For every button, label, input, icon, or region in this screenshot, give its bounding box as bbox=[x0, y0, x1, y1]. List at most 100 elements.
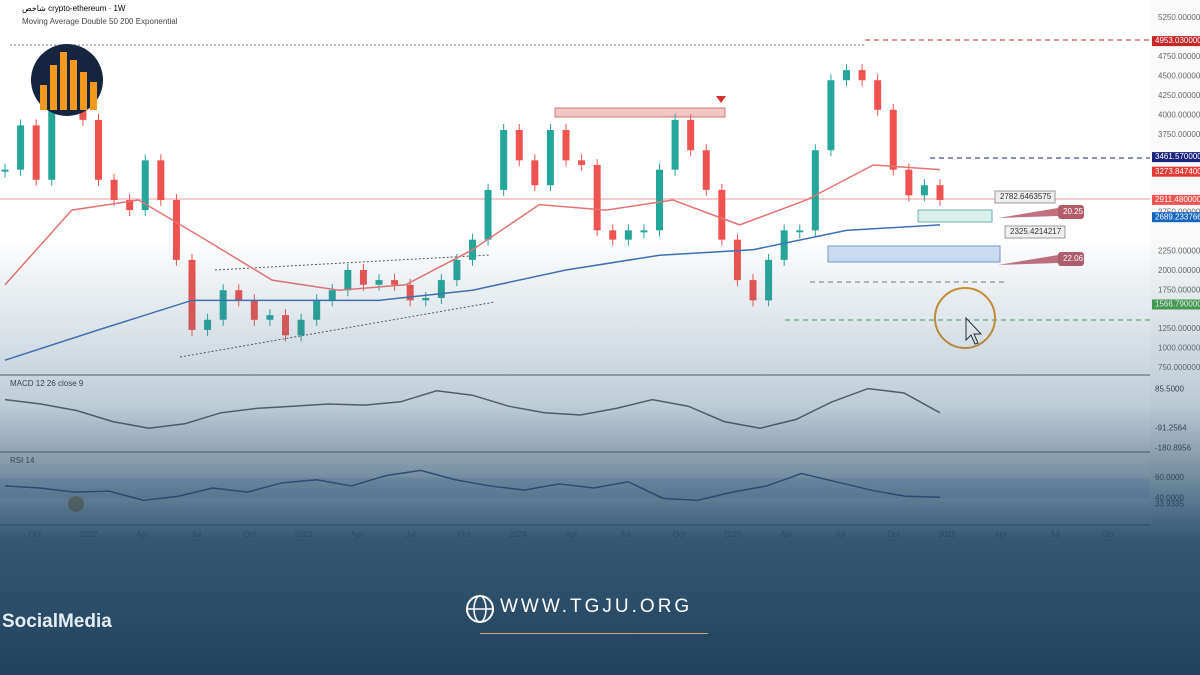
x-tick-label: Jul bbox=[191, 530, 201, 539]
x-tick-label: 2024 bbox=[509, 530, 527, 539]
candle bbox=[95, 119, 102, 180]
candle bbox=[282, 315, 289, 336]
candle bbox=[172, 200, 180, 260]
y-tick-label: 750.000000 bbox=[1158, 363, 1200, 372]
badge-label: 20.25 bbox=[1063, 207, 1084, 216]
candle bbox=[640, 230, 648, 233]
candle bbox=[17, 125, 25, 170]
candle bbox=[889, 109, 897, 170]
pane-label: MACD 12 26 close 9 bbox=[10, 379, 84, 388]
x-tick-label: Apr bbox=[351, 530, 364, 539]
y-tick-label: 2250.000000 bbox=[1158, 246, 1200, 255]
candle bbox=[718, 189, 726, 240]
indicator: Moving Average Double 50 200 Exponential bbox=[22, 17, 178, 26]
underline bbox=[480, 633, 708, 634]
candle bbox=[453, 259, 461, 281]
globe-icon bbox=[466, 595, 494, 623]
candle bbox=[733, 239, 741, 281]
badge-label: 22.06 bbox=[1063, 254, 1084, 263]
x-tick-label: Oct bbox=[887, 530, 900, 539]
candle bbox=[811, 150, 819, 231]
watermark-logo bbox=[68, 496, 84, 512]
macd-tag: 85.5000 bbox=[1155, 385, 1184, 394]
box-label: 2782.6463575 bbox=[1000, 192, 1052, 201]
candle bbox=[344, 270, 352, 291]
candle bbox=[328, 290, 336, 301]
candle bbox=[796, 230, 804, 233]
candle bbox=[32, 125, 40, 180]
x-tick-label: Jul bbox=[1049, 530, 1059, 539]
candle bbox=[905, 169, 913, 196]
candle bbox=[578, 160, 586, 165]
price-tag-label: 3273.847400 bbox=[1155, 167, 1200, 176]
candle bbox=[765, 259, 773, 301]
price-tag-label: 2911.480000 bbox=[1155, 195, 1200, 204]
rsi-tag: 33.9335 bbox=[1155, 500, 1184, 509]
y-tick-label: 4250.000000 bbox=[1158, 91, 1200, 100]
candle bbox=[313, 300, 321, 320]
price-tag-label: 2689.233766 bbox=[1155, 212, 1200, 221]
site-url: WWW.TGJU.ORG bbox=[500, 596, 693, 617]
candle bbox=[375, 280, 383, 285]
logo bbox=[31, 44, 103, 116]
box-label: 2325.4214217 bbox=[1010, 227, 1062, 236]
zone bbox=[917, 209, 993, 223]
candle bbox=[204, 319, 212, 330]
candle bbox=[1, 169, 9, 172]
x-tick-label: Jul bbox=[620, 530, 630, 539]
x-tick-label: Apr bbox=[136, 530, 149, 539]
candle bbox=[624, 230, 632, 240]
candle bbox=[936, 185, 944, 200]
candle bbox=[546, 130, 554, 186]
candle bbox=[235, 290, 243, 301]
x-tick-label: Oct bbox=[29, 530, 42, 539]
y-tick-label: 1250.000000 bbox=[1158, 324, 1200, 333]
y-tick-label: 4500.000000 bbox=[1158, 71, 1200, 80]
y-tick-label: 1750.000000 bbox=[1158, 285, 1200, 294]
candle bbox=[110, 179, 118, 200]
candle bbox=[391, 280, 399, 285]
candle bbox=[593, 165, 601, 231]
candle bbox=[297, 319, 305, 336]
y-tick-label: 4750.000000 bbox=[1158, 52, 1200, 61]
pane-label: RSI 14 bbox=[10, 456, 35, 465]
x-tick-label: Apr bbox=[565, 530, 578, 539]
candle bbox=[250, 300, 258, 320]
candle bbox=[858, 70, 866, 81]
x-tick-label: 2023 bbox=[294, 530, 312, 539]
candle bbox=[749, 280, 757, 301]
candle bbox=[531, 160, 539, 186]
candle bbox=[780, 230, 788, 260]
candle bbox=[422, 298, 430, 301]
price-tag-label: 1566.790000 bbox=[1155, 300, 1200, 309]
x-tick-label: Apr bbox=[780, 530, 793, 539]
x-tick-label: Jul bbox=[405, 530, 415, 539]
candle bbox=[843, 70, 850, 81]
rsi-band bbox=[0, 477, 1150, 499]
resistance-zone bbox=[554, 107, 726, 118]
candle bbox=[920, 185, 928, 196]
macd-tag: -91.2564 bbox=[1155, 424, 1187, 433]
x-tick-label: Oct bbox=[1102, 530, 1115, 539]
candle bbox=[157, 160, 165, 200]
zone bbox=[827, 245, 1001, 263]
candle bbox=[500, 130, 508, 190]
candle bbox=[874, 80, 882, 110]
candle bbox=[48, 109, 56, 180]
candle bbox=[266, 315, 274, 320]
y-tick-label: 4000.000000 bbox=[1158, 110, 1200, 119]
candle bbox=[656, 169, 663, 231]
candle bbox=[359, 270, 367, 285]
macd-tag: -180.8956 bbox=[1155, 443, 1192, 452]
symbol: شاخص crypto-ethereum · 1W bbox=[22, 4, 126, 13]
candle bbox=[437, 280, 445, 298]
candle bbox=[702, 150, 710, 190]
social-handle: SocialMedia bbox=[2, 611, 112, 632]
y-tick-label: 3750.000000 bbox=[1158, 130, 1200, 139]
x-tick-label: Oct bbox=[243, 530, 256, 539]
x-tick-label: Jul bbox=[835, 530, 845, 539]
